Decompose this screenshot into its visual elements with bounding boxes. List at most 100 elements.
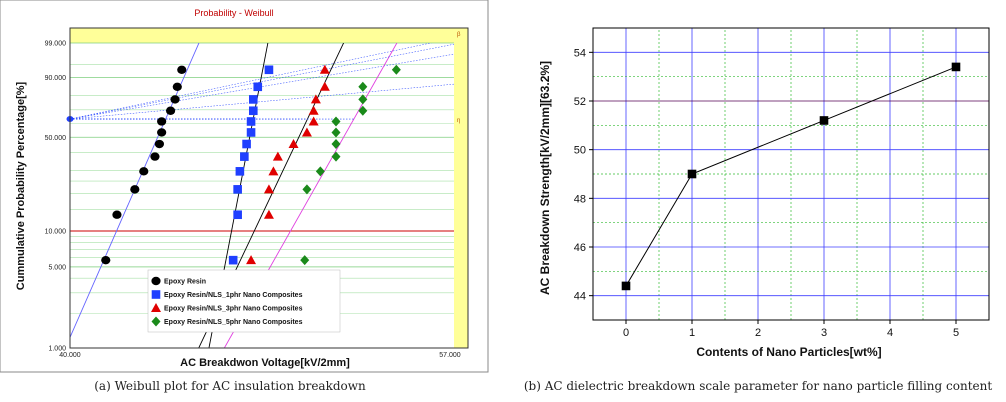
weibull-point-3 [331, 127, 341, 138]
scale-y-tick-label: 54 [574, 47, 586, 59]
scale-x-tick-label: 5 [953, 327, 959, 339]
weibull-data-points [66, 64, 401, 266]
scale-x-tick-label: 4 [887, 327, 893, 339]
scale-x-axis-label: Contents of Nano Particles[wt%] [696, 345, 881, 359]
weibull-point-3 [358, 105, 368, 116]
scale-x-tick-label: 0 [623, 327, 629, 339]
beta-guide-line-1 [70, 43, 432, 120]
beta-guide-line-0 [70, 83, 454, 120]
weibull-point-1 [228, 255, 238, 265]
weibull-y-axis-label: Cummulative Probability Percentage[%] [15, 81, 27, 290]
weibull-legend: Epoxy Resin Epoxy Resin/NLS_1phr Nano Com… [147, 269, 341, 333]
weibull-point-0 [150, 152, 160, 161]
weibull-x-axis-label: AC Breakdwon Voltage[kV/2mm] [180, 357, 350, 369]
weibull-header-band [70, 28, 454, 43]
scale-series-polyline [625, 66, 957, 287]
legend-marker-3 [151, 316, 161, 327]
weibull-point-0 [170, 95, 180, 104]
scale-data-point [687, 169, 697, 179]
caption-left: (a) Weibull plot for AC insulation break… [94, 379, 366, 393]
caption-right: (b) AC dielectric breakdown scale parame… [524, 379, 993, 393]
weibull-point-1 [233, 210, 242, 220]
weibull-title: Probability - Weibull [194, 8, 273, 18]
weibull-point-2 [263, 209, 274, 219]
weibull-point-1 [253, 82, 263, 92]
scale-x-tick-label: 1 [689, 327, 695, 339]
weibull-point-1 [246, 117, 256, 126]
weibull-point-2 [288, 139, 299, 149]
weibull-y-tick-label: 90.000 [45, 75, 67, 82]
scale-y-tick-label: 48 [574, 193, 586, 205]
scale-data-points [621, 62, 961, 291]
weibull-point-0 [157, 128, 167, 137]
weibull-y-tick-label: 5.000 [48, 264, 66, 271]
weibull-point-1 [242, 139, 251, 149]
eta-side-label: η [457, 118, 460, 124]
legend-label-3: Epoxy Resin/NLS_5phr Nano Composites [164, 319, 303, 326]
weibull-point-0 [172, 82, 182, 91]
weibull-point-3 [331, 139, 341, 150]
beta-guide-line-3 [70, 43, 454, 120]
weibull-side-band [454, 28, 468, 348]
scale-y-tick-label: 46 [574, 242, 586, 254]
weibull-point-2 [272, 151, 283, 161]
weibull-point-0 [157, 117, 167, 126]
scale-x-tick-label: 3 [821, 327, 827, 339]
weibull-point-0 [101, 255, 111, 265]
weibull-point-1 [246, 128, 256, 137]
weibull-point-2 [268, 166, 279, 176]
weibull-point-1 [240, 152, 249, 161]
beta-corner-label: β [457, 32, 461, 38]
scale-data-point [621, 281, 631, 291]
weibull-point-2 [319, 81, 330, 91]
weibull-y-tick-label: 99.000 [45, 41, 67, 48]
scale-x-tick-labels: 0 1 2 3 4 5 [623, 320, 959, 339]
weibull-x-tick-max: 57.000 [439, 352, 461, 359]
weibull-point-3 [300, 255, 310, 266]
weibull-point-1 [248, 95, 258, 104]
weibull-point-3 [302, 184, 312, 195]
legend-label-1: Epoxy Resin/NLS_1phr Nano Composites [164, 292, 303, 299]
weibull-point-2 [308, 105, 319, 115]
weibull-point-3 [358, 81, 368, 92]
weibull-point-3 [331, 151, 341, 162]
weibull-point-2 [310, 94, 321, 104]
scale-data-point [819, 116, 829, 125]
weibull-point-0 [130, 185, 140, 194]
scale-plot-border [592, 27, 990, 321]
weibull-point-0 [177, 65, 187, 74]
scale-y-axis-label: AC Breakdown Strength[kV/2mm][63.2%] [538, 61, 552, 295]
legend-box [147, 269, 341, 333]
scale-y-tick-label: 44 [574, 291, 586, 303]
scale-y-tick-label: 52 [574, 96, 586, 108]
weibull-point-1 [235, 167, 245, 176]
legend-label-0: Epoxy Resin [164, 279, 206, 286]
scale-x-tick-label: 2 [755, 327, 761, 339]
weibull-point-0 [112, 210, 122, 219]
weibull-point-2 [263, 184, 274, 194]
weibull-point-0 [154, 139, 165, 149]
legend-marker-0 [151, 276, 161, 286]
scale-series-line [625, 66, 957, 287]
weibull-point-2 [319, 64, 330, 74]
weibull-point-1 [233, 185, 242, 194]
scale-parameter-chart: 0 1 2 3 4 5 44 46 48 50 52 54 Contents of Nano Par… [538, 27, 990, 359]
weibull-y-tick-label: 50.000 [45, 135, 67, 142]
weibull-point-2 [246, 255, 257, 265]
weibull-point-2 [301, 127, 312, 137]
weibull-y-tick-labels: 1.000 5.000 10.000 50.000 90.000 99.000 [45, 41, 67, 353]
weibull-chart: Probability - Weibull 1.000 5.000 10.000 50… [0, 0, 489, 373]
weibull-point-0 [165, 106, 176, 115]
weibull-point-0 [139, 167, 149, 176]
weibull-y-tick-label: 1.000 [48, 346, 66, 353]
beta-guide-line-2 [70, 53, 454, 120]
weibull-point-1 [264, 65, 274, 75]
scale-gridlines [592, 27, 990, 321]
scale-y-tick-labels: 44 46 48 50 52 54 [574, 47, 593, 303]
weibull-point-2 [308, 116, 319, 126]
scale-y-tick-label: 50 [574, 145, 586, 157]
weibull-plot-border [69, 27, 469, 349]
weibull-point-3 [358, 94, 368, 105]
legend-marker-2 [151, 303, 161, 312]
